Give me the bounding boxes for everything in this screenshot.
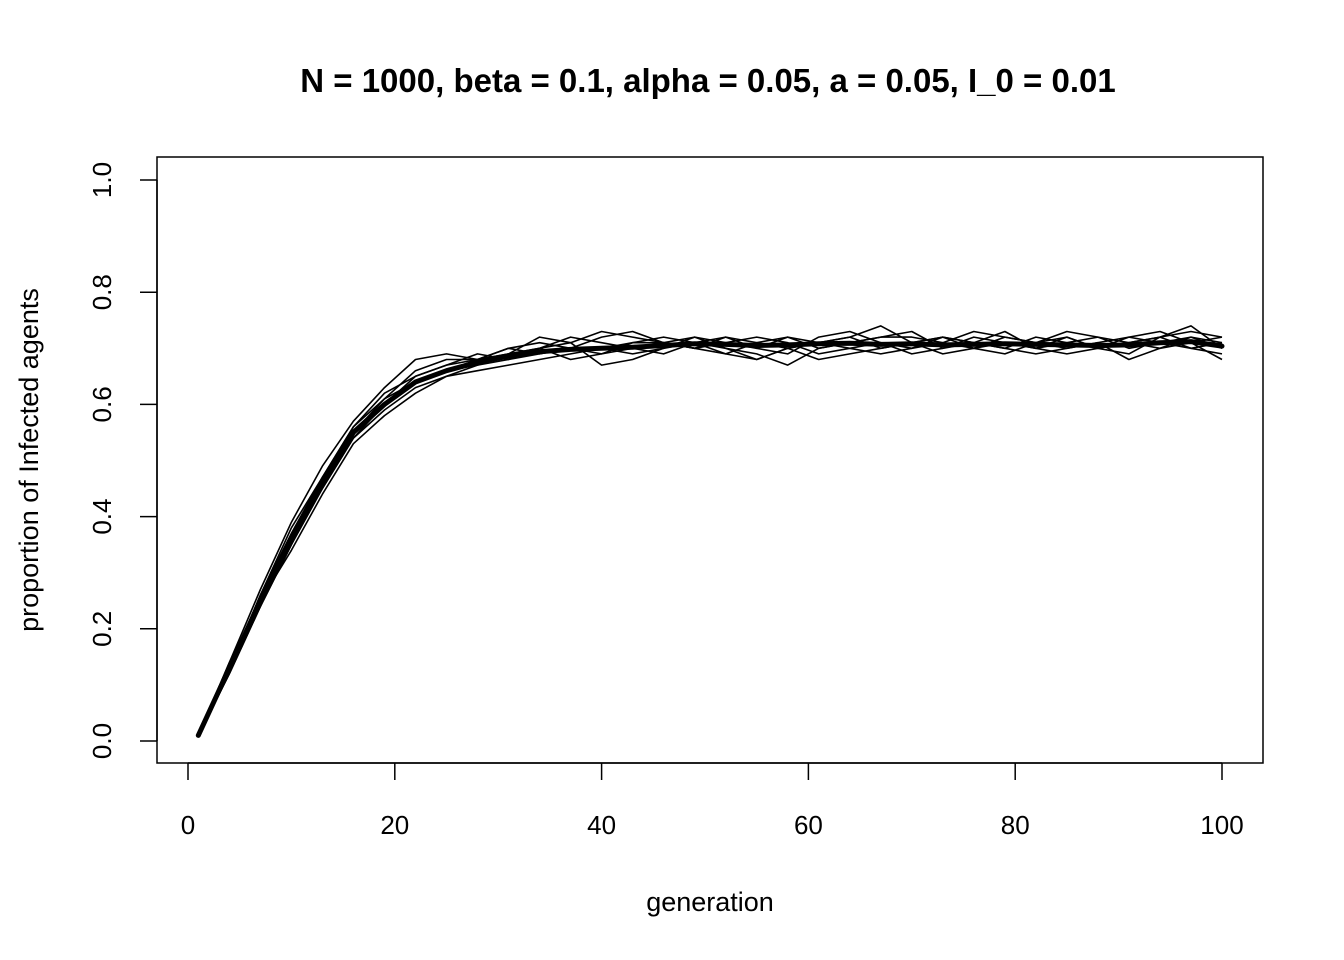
- y-tick-label: 0.8: [87, 274, 117, 310]
- y-tick-label: 0.6: [87, 386, 117, 422]
- series-line-run-8: [197, 325, 1223, 736]
- y-axis-label: proportion of Infected agents: [14, 288, 44, 632]
- y-axis: 0.0 0.2 0.4 0.6 0.8 1.0: [87, 162, 158, 759]
- series-line-mean: [195, 339, 1225, 738]
- y-tick-label: 0.4: [87, 499, 117, 535]
- y-tick-label: 0.2: [87, 611, 117, 647]
- x-tick-label: 0: [181, 810, 195, 840]
- series-line-run-2: [197, 330, 1223, 736]
- y-tick-label: 0.0: [87, 723, 117, 759]
- x-tick-label: 20: [380, 810, 409, 840]
- x-axis-label: generation: [646, 887, 774, 917]
- plot-frame: [156, 156, 1264, 764]
- x-tick-label: 60: [794, 810, 823, 840]
- series-lines: [195, 325, 1225, 738]
- x-axis: 0 20 40 60 80 100: [181, 762, 1244, 840]
- series-line-run-1: [197, 330, 1223, 736]
- x-tick-label: 40: [587, 810, 616, 840]
- x-tick-label: 80: [1001, 810, 1030, 840]
- series-line-run-4: [197, 336, 1223, 736]
- series-line-run-5: [197, 336, 1223, 736]
- y-tick-label: 1.0: [87, 162, 117, 198]
- series-line-run-7: [197, 330, 1223, 736]
- series-line-run-3: [197, 325, 1223, 736]
- series-line-run-6: [197, 336, 1223, 736]
- x-tick-label: 100: [1200, 810, 1243, 840]
- chart-title: N = 1000, beta = 0.1, alpha = 0.05, a = …: [300, 62, 1115, 99]
